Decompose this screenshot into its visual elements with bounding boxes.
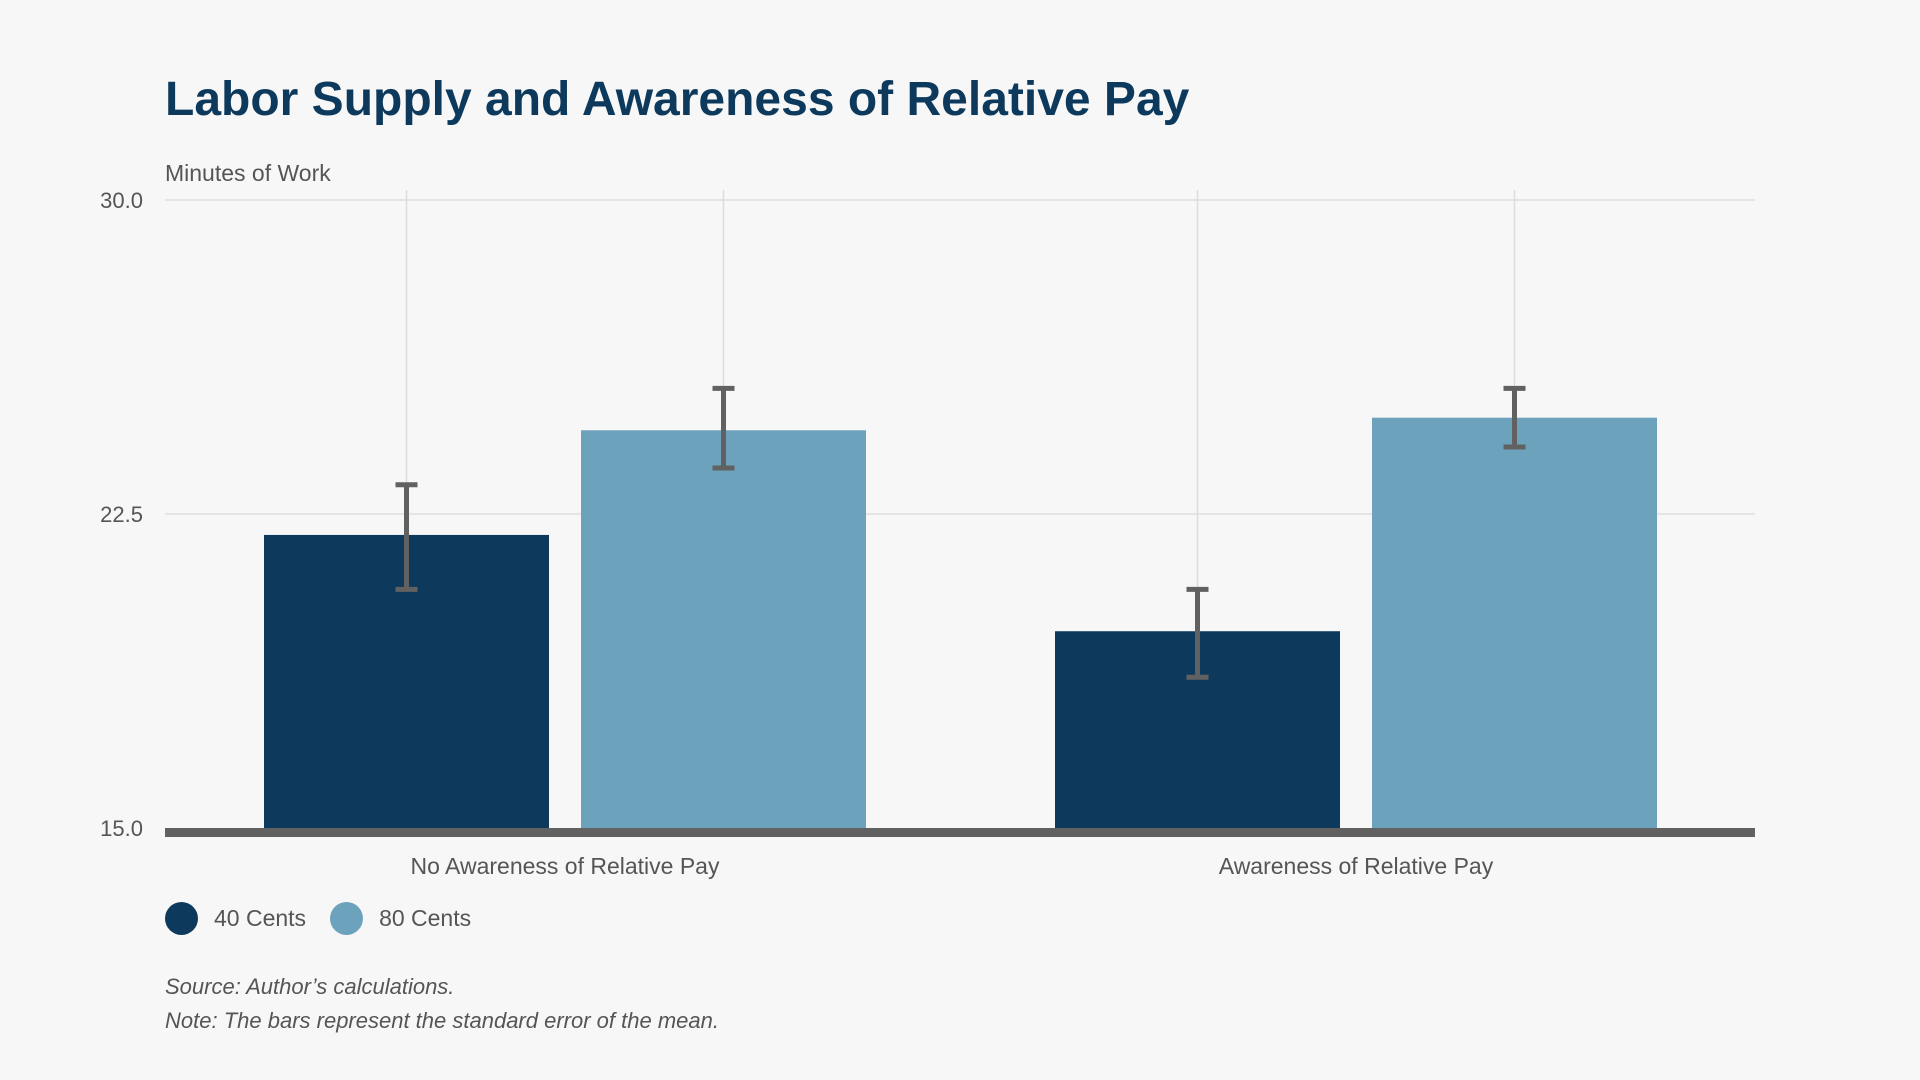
y-tick-label: 15.0 xyxy=(100,816,143,841)
y-tick-label: 30.0 xyxy=(100,188,143,213)
chart-title: Labor Supply and Awareness of Relative P… xyxy=(165,73,1190,126)
x-category-label: No Awareness of Relative Pay xyxy=(411,853,720,879)
legend-item-80-cents: 80 Cents xyxy=(330,902,471,935)
x-axis-baseline xyxy=(165,828,1755,837)
y-tick-label: 22.5 xyxy=(100,502,143,527)
y-axis-label: Minutes of Work xyxy=(165,160,331,186)
legend-swatch-40-cents xyxy=(165,902,198,935)
legend-item-40-cents: 40 Cents xyxy=(165,902,306,935)
legend: 40 Cents 80 Cents xyxy=(165,902,495,935)
error-bar-note: Note: The bars represent the standard er… xyxy=(165,1008,719,1033)
bar-80-cents-no-awareness xyxy=(581,430,866,828)
source-note: Source: Author’s calculations. xyxy=(165,974,455,999)
x-category-label: Awareness of Relative Pay xyxy=(1219,853,1494,879)
bar-80-cents-awareness xyxy=(1372,417,1657,828)
legend-swatch-80-cents xyxy=(330,902,364,935)
chart-notes: Source: Author’s calculations. Note: The… xyxy=(165,970,719,1038)
legend-label-40-cents: 40 Cents xyxy=(214,905,307,931)
legend-label-80-cents: 80 Cents xyxy=(379,905,472,931)
